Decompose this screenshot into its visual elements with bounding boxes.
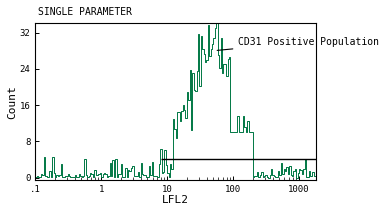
- Text: SINGLE PARAMETER: SINGLE PARAMETER: [38, 7, 132, 17]
- Y-axis label: Count: Count: [7, 85, 17, 119]
- Text: CD31 Positive Population: CD31 Positive Population: [217, 37, 379, 50]
- X-axis label: LFL2: LFL2: [162, 195, 189, 205]
